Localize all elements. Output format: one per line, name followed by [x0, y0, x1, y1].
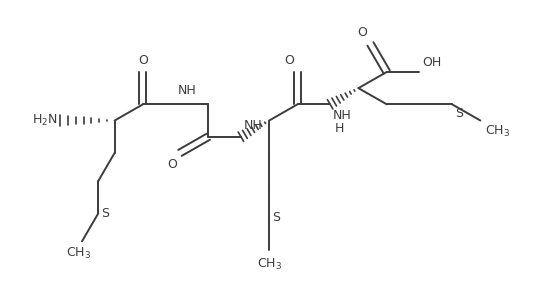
Text: O: O: [358, 26, 367, 39]
Text: CH$_3$: CH$_3$: [485, 124, 510, 139]
Text: NH: NH: [178, 84, 196, 97]
Text: H: H: [335, 122, 344, 135]
Text: O: O: [285, 54, 295, 67]
Text: O: O: [138, 54, 148, 67]
Text: O: O: [167, 158, 177, 171]
Text: S: S: [272, 211, 280, 224]
Text: CH$_3$: CH$_3$: [257, 257, 282, 272]
Text: NH: NH: [333, 109, 352, 122]
Text: CH$_3$: CH$_3$: [67, 246, 91, 261]
Text: OH: OH: [422, 56, 442, 69]
Text: H$_2$N: H$_2$N: [32, 113, 57, 128]
Text: NH: NH: [244, 119, 263, 132]
Text: S: S: [455, 107, 463, 120]
Text: S: S: [101, 207, 109, 220]
